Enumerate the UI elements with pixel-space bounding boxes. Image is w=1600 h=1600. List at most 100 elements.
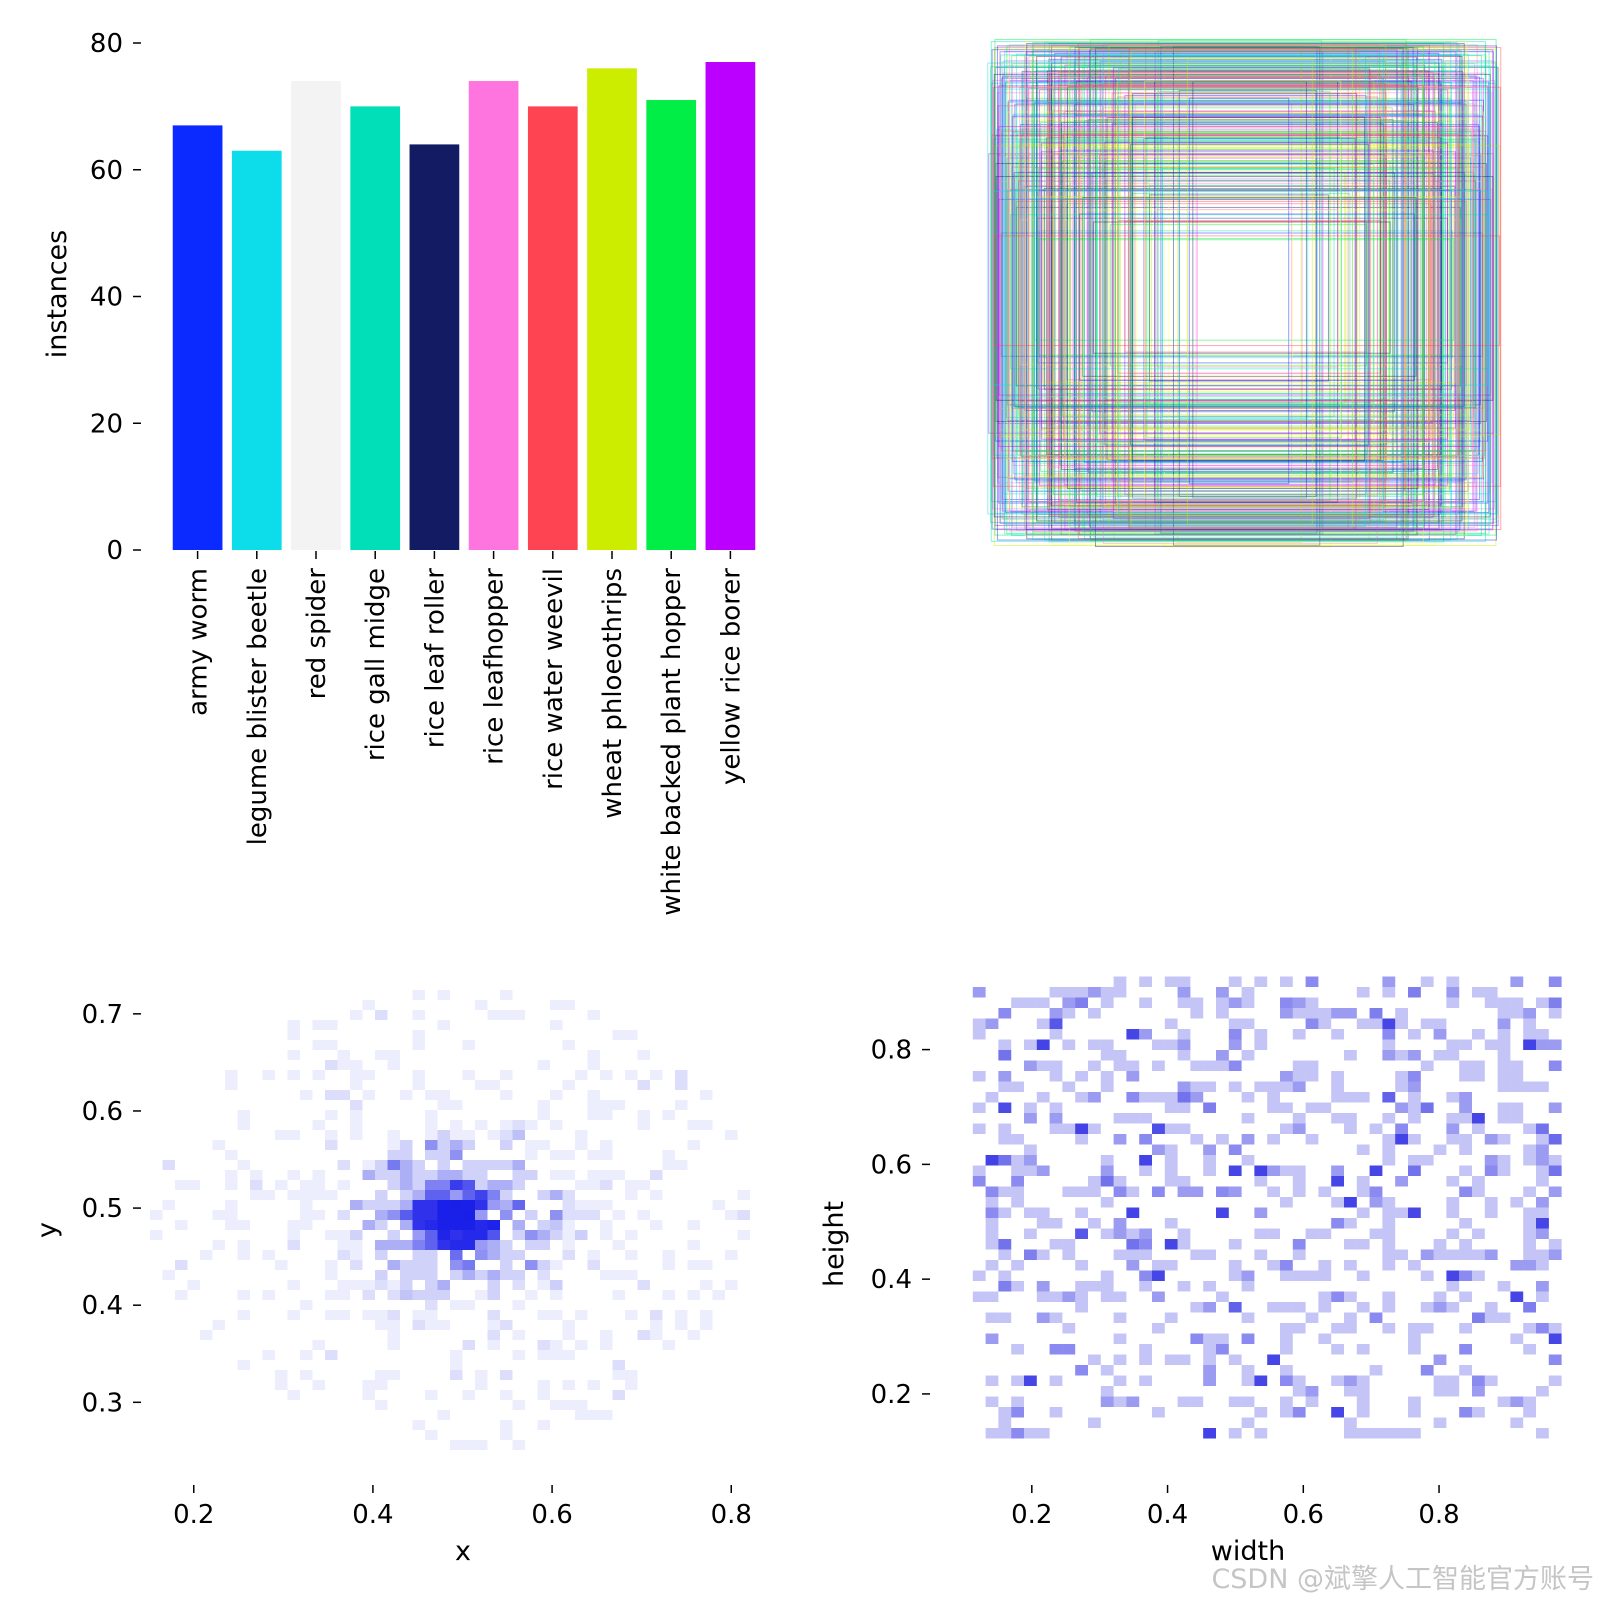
heatmap-cell	[1062, 987, 1076, 998]
heatmap-cell	[450, 1240, 463, 1250]
heatmap-cell	[1062, 1344, 1076, 1355]
heatmap-cell	[1126, 1186, 1140, 1197]
heatmap-cell	[487, 1320, 500, 1330]
label-box	[988, 153, 1494, 434]
heatmap-cell	[337, 1310, 350, 1320]
heatmap-cell	[1395, 1176, 1408, 1187]
label-box	[1179, 162, 1309, 420]
heatmap-cell	[375, 1050, 388, 1060]
heatmap-cell	[412, 1200, 425, 1210]
heatmap-cell	[1395, 1050, 1408, 1061]
label-box	[994, 38, 1497, 536]
label-box	[1080, 84, 1406, 492]
label-box	[1040, 151, 1456, 429]
heatmap-cell	[1139, 1113, 1152, 1124]
label-box	[1132, 92, 1358, 499]
heatmap-cell	[225, 1170, 238, 1180]
label-box	[1000, 54, 1487, 524]
heatmap-cell	[437, 1090, 450, 1100]
heatmap-cell	[1510, 1197, 1524, 1208]
bar	[646, 100, 697, 550]
heatmap-cell	[712, 1290, 725, 1300]
heatmap-cell	[1548, 1134, 1562, 1145]
heatmap-cell	[387, 1160, 400, 1170]
heatmap-cell	[450, 1250, 463, 1260]
heatmap-cell	[1075, 1134, 1088, 1145]
heatmap-cell	[287, 1390, 300, 1400]
heatmap-cell	[512, 1440, 525, 1450]
heatmap-cell	[1036, 1291, 1050, 1302]
heatmap-cell	[1510, 1417, 1524, 1428]
heatmap-cell	[1113, 1134, 1127, 1145]
heatmap-cell	[612, 1100, 625, 1110]
heatmap-cell	[587, 1260, 600, 1270]
heatmap-cell	[512, 1120, 525, 1130]
heatmap-cell	[637, 1080, 650, 1090]
label-box	[994, 66, 1499, 515]
heatmap-cell	[1484, 1155, 1498, 1166]
heatmap-cell	[1536, 1228, 1549, 1239]
heatmap-cell	[587, 1210, 600, 1220]
heatmap-cell	[1497, 1018, 1511, 1029]
label-box	[1038, 168, 1459, 406]
heatmap-cell	[1024, 1102, 1037, 1113]
heatmap-cell	[1344, 1291, 1357, 1302]
label-box	[1073, 59, 1426, 526]
heatmap-cell	[175, 1180, 188, 1190]
wh-x-tick-label: 0.8	[1418, 1500, 1459, 1530]
label-box	[1065, 140, 1430, 455]
heatmap-cell	[612, 1030, 625, 1040]
heatmap-cell	[450, 1440, 463, 1450]
heatmap-cell	[325, 1090, 338, 1100]
heatmap-cell	[1420, 1270, 1434, 1281]
heatmap-cell	[600, 1200, 613, 1210]
heatmap-cell	[1280, 1407, 1293, 1418]
label-box	[1036, 67, 1444, 523]
label-box	[1059, 149, 1434, 424]
heatmap-cell	[1011, 1186, 1024, 1197]
heatmap-cell	[1497, 997, 1511, 1008]
heatmap-cell	[1536, 1123, 1549, 1134]
heatmap-cell	[425, 1310, 438, 1320]
heatmap-cell	[1190, 1060, 1204, 1071]
label-box	[1049, 70, 1428, 506]
heatmap-cell	[1344, 1218, 1357, 1229]
heatmap-cell	[1472, 1312, 1485, 1323]
heatmap-cell	[675, 1310, 688, 1320]
heatmap-cell	[1548, 1249, 1562, 1260]
heatmap-cell	[425, 1230, 438, 1240]
label-box	[1129, 91, 1370, 499]
heatmap-cell	[1305, 1060, 1319, 1071]
heatmap-cell	[437, 1200, 450, 1210]
heatmap-cell	[1177, 1186, 1191, 1197]
heatmap-cell	[400, 1190, 413, 1200]
bar	[350, 106, 401, 550]
heatmap-cell	[600, 1340, 613, 1350]
heatmap-cell	[187, 1280, 200, 1290]
heatmap-cell	[462, 1300, 475, 1310]
heatmap-cell	[425, 1220, 438, 1230]
heatmap-cell	[675, 1070, 688, 1080]
heatmap-cell	[637, 1120, 650, 1130]
heatmap-cell	[1280, 1375, 1293, 1386]
label-box	[994, 47, 1502, 531]
xy-y-tick-label: 0.3	[82, 1388, 123, 1418]
heatmap-cell	[1292, 997, 1306, 1008]
heatmap-cell	[1408, 1081, 1421, 1092]
heatmap-cell	[1408, 1344, 1421, 1355]
label-box	[1051, 62, 1440, 530]
heatmap-cell	[387, 1210, 400, 1220]
heatmap-cell	[1472, 987, 1485, 998]
heatmap-cell	[550, 1350, 563, 1360]
label-box	[1094, 47, 1404, 547]
heatmap-cell	[1344, 1092, 1357, 1103]
heatmap-cell	[487, 1130, 500, 1140]
bar-x-tick-label: wheat phloeothrips	[598, 568, 628, 819]
heatmap-cell	[1292, 1386, 1306, 1397]
heatmap-cell	[475, 1220, 488, 1230]
heatmap-cell	[1536, 997, 1549, 1008]
heatmap-cell	[1382, 1144, 1396, 1155]
heatmap-cell	[300, 1190, 313, 1200]
label-box	[1102, 55, 1385, 521]
heatmap-cell	[1484, 987, 1498, 998]
